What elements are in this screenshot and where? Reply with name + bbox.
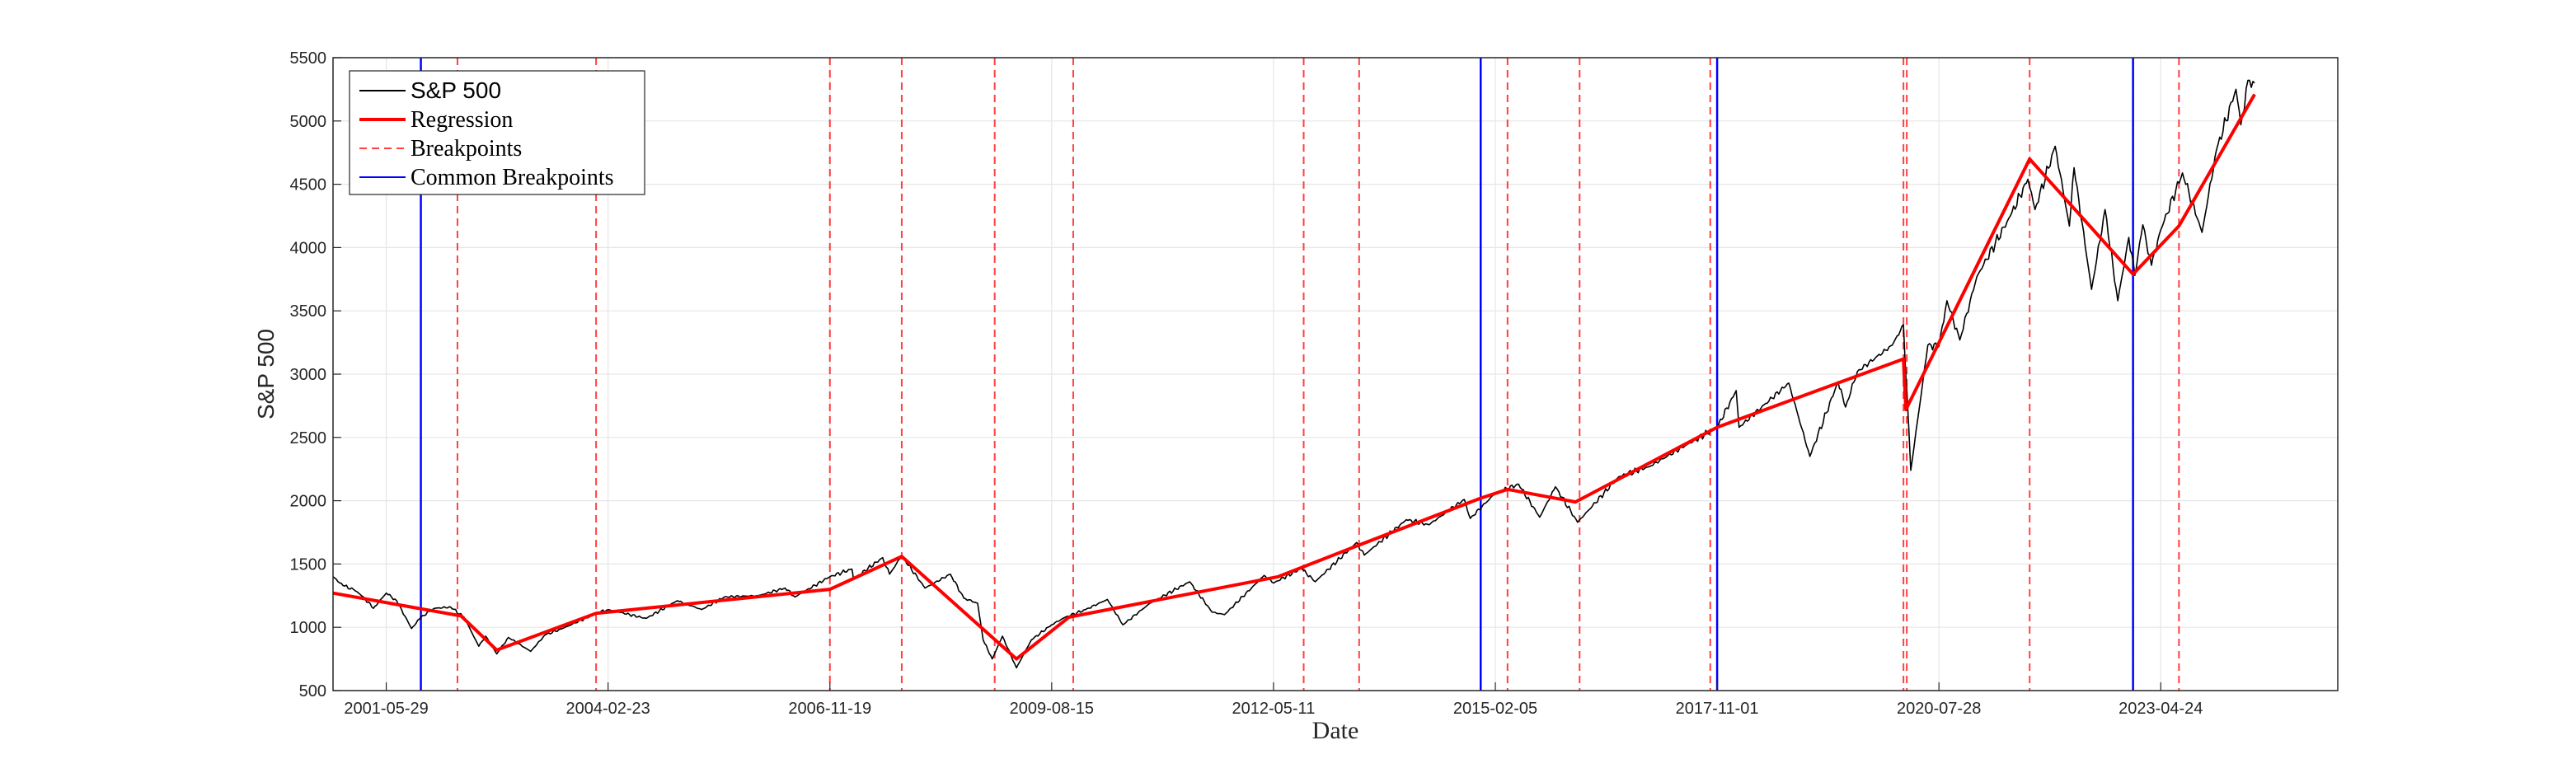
x-tick-label: 2009-08-15 — [1010, 700, 1094, 718]
x-tick-label: 2004-02-23 — [566, 700, 650, 718]
y-tick-label: 3500 — [290, 302, 327, 321]
y-tick-label: 4500 — [290, 176, 327, 194]
x-ticks: 2001-05-29 2004-02-23 2006-11-19 2009-08-15… — [344, 682, 2203, 718]
y-ticks: 500 1000 1500 2000 2500 3000 3500 4000 4500 5000 5… — [290, 49, 341, 700]
y-tick-label: 4000 — [290, 239, 327, 257]
y-tick-label: 2000 — [290, 493, 327, 511]
x-tick-label: 2020-07-28 — [1897, 700, 1981, 718]
legend-entry-breakpoints: Breakpoints — [411, 136, 522, 162]
plot-area: 500 1000 1500 2000 2500 3000 3500 4000 4500 5000 5… — [290, 49, 2339, 718]
regression-series — [332, 93, 2256, 661]
y-tick-label: 3000 — [290, 366, 327, 384]
y-tick-label: 5000 — [290, 113, 327, 131]
legend-entry-common-breakpoints: Common Breakpoints — [411, 165, 614, 190]
x-tick-label: 2001-05-29 — [344, 700, 428, 718]
y-tick-label: 2500 — [290, 429, 327, 447]
x-tick-label: 2012-05-11 — [1232, 700, 1316, 718]
regression-line — [332, 93, 2256, 661]
x-tick-label: 2015-02-05 — [1453, 700, 1537, 718]
legend: S&P 500 Regression Breakpoints Common Br… — [349, 70, 645, 195]
y-axis-label: S&P 500 — [253, 329, 279, 419]
x-tick-label: 2006-11-19 — [788, 700, 871, 718]
y-tick-label: 500 — [299, 682, 326, 700]
x-tick-label: 2023-04-24 — [2119, 700, 2203, 718]
y-tick-label: 5500 — [290, 49, 327, 68]
legend-entry-regression: Regression — [411, 107, 513, 133]
x-tick-label: 2017-11-01 — [1676, 700, 1759, 718]
y-tick-label: 1500 — [290, 555, 327, 574]
legend-entry-price: S&P 500 — [411, 77, 501, 103]
y-tick-label: 1000 — [290, 619, 327, 637]
x-axis-label: Date — [1312, 717, 1359, 744]
